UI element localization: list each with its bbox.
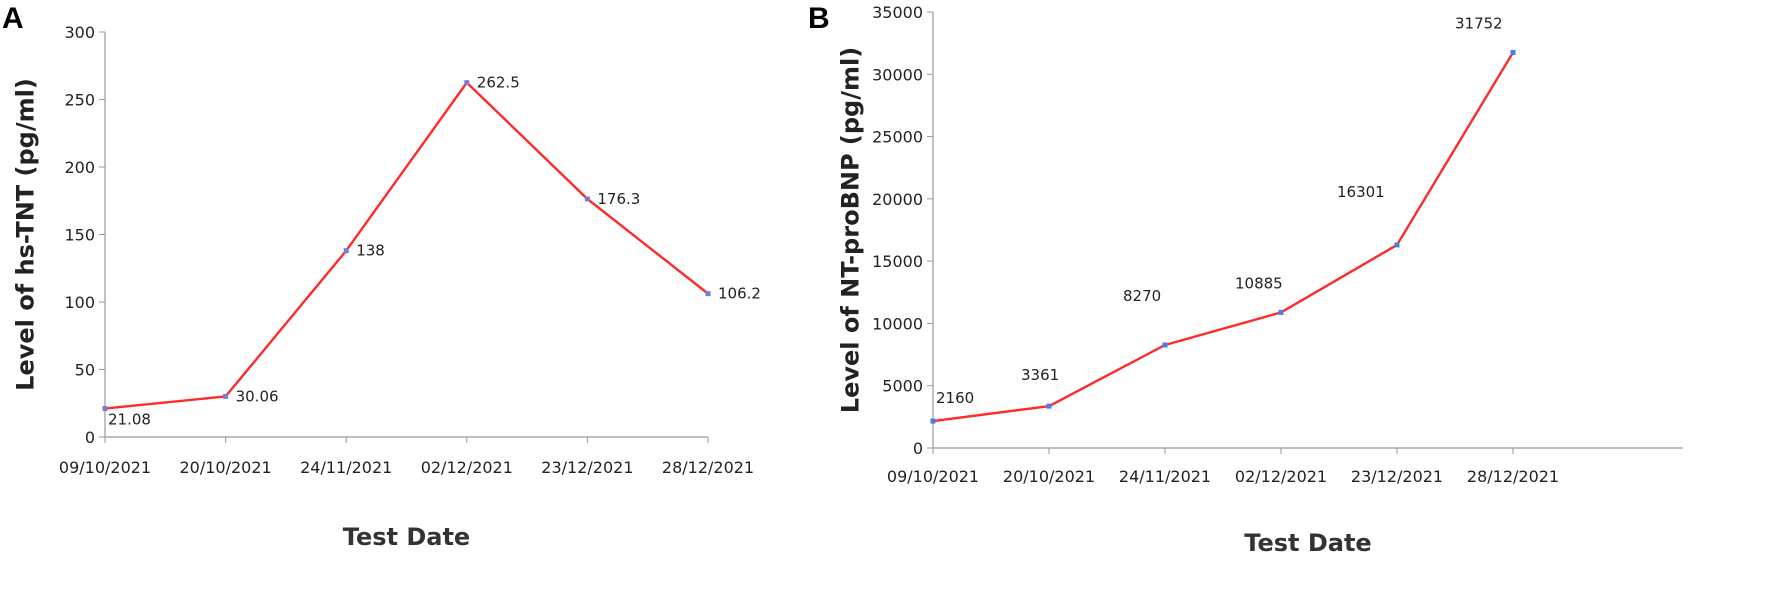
y-axis-title: Level of hs-TNT (pg/ml) xyxy=(11,78,39,391)
data-point-marker xyxy=(1046,403,1052,409)
y-tick-label: 15000 xyxy=(872,252,923,271)
y-tick-label: 5000 xyxy=(882,377,923,396)
y-tick-label: 150 xyxy=(64,226,95,245)
x-tick-label: 02/12/2021 xyxy=(1235,467,1327,486)
data-point-marker xyxy=(102,406,108,412)
y-tick-label: 100 xyxy=(64,293,95,312)
y-tick-label: 50 xyxy=(75,361,95,380)
data-point-marker xyxy=(705,291,711,297)
x-tick-label: 24/11/2021 xyxy=(300,458,392,477)
data-label: 176.3 xyxy=(597,190,640,208)
x-tick-label: 02/12/2021 xyxy=(421,458,513,477)
data-point-marker xyxy=(464,80,470,86)
data-label: 262.5 xyxy=(477,74,520,92)
y-tick-label: 10000 xyxy=(872,314,923,333)
chart-panel-a: A 0 50 100 150 200 250 300 09/10/2021 20/10/2021… xyxy=(0,0,830,591)
y-tick-label: 250 xyxy=(64,91,95,110)
panel-letter-b: B xyxy=(808,2,830,35)
data-label: 8270 xyxy=(1123,287,1161,305)
data-point-marker xyxy=(1510,49,1516,55)
nt-probnp-line-chart: 0 5000 10000 15000 20000 25000 30000 35000 09/10… xyxy=(836,3,1683,557)
data-label: 16301 xyxy=(1337,183,1385,201)
x-tick-label: 23/12/2021 xyxy=(541,458,633,477)
data-point-marker xyxy=(1278,309,1284,315)
series-line xyxy=(104,81,709,410)
data-label: 3361 xyxy=(1021,366,1059,384)
data-label: 31752 xyxy=(1455,14,1503,32)
y-tick-label: 35000 xyxy=(872,3,923,22)
y-tick-label: 300 xyxy=(64,23,95,42)
data-label: 21.08 xyxy=(108,411,151,429)
y-axis-title: Level of NT-proBNP (pg/ml) xyxy=(836,47,864,413)
x-tick-label: 20/10/2021 xyxy=(179,458,271,477)
x-axis-title: Test Date xyxy=(343,523,470,551)
data-point-marker xyxy=(1162,342,1168,348)
data-label: 30.06 xyxy=(236,387,279,405)
data-point-marker xyxy=(1394,242,1400,248)
x-tick-label: 28/12/2021 xyxy=(662,458,754,477)
x-axis-title: Test Date xyxy=(1244,529,1371,557)
data-label: 2160 xyxy=(936,389,974,407)
x-tick-label: 20/10/2021 xyxy=(1003,467,1095,486)
y-tick-label: 30000 xyxy=(872,65,923,84)
y-tick-label: 25000 xyxy=(872,128,923,147)
y-tick-label: 20000 xyxy=(872,190,923,209)
x-tick-label: 09/10/2021 xyxy=(59,458,151,477)
data-point-marker xyxy=(584,196,590,202)
data-point-marker xyxy=(930,418,936,424)
y-tick-label: 200 xyxy=(64,158,95,177)
x-tick-label: 09/10/2021 xyxy=(887,467,979,486)
y-tick-label: 0 xyxy=(85,428,95,447)
y-tick-label: 0 xyxy=(913,439,923,458)
hs-tnt-line-chart: 0 50 100 150 200 250 300 09/10/2021 20/10/2021 24… xyxy=(11,23,761,551)
chart-panel-b: B 0 5000 10000 15000 20000 25000 30000 35000 09/… xyxy=(808,0,1772,591)
data-label: 138 xyxy=(356,242,385,260)
panel-letter-a: A xyxy=(2,2,24,35)
x-tick-label: 23/12/2021 xyxy=(1351,467,1443,486)
data-label: 106.2 xyxy=(718,285,761,303)
data-point-marker xyxy=(343,248,349,254)
data-label: 10885 xyxy=(1235,274,1283,292)
data-point-marker xyxy=(223,393,229,399)
series-line xyxy=(932,51,1515,423)
x-tick-label: 28/12/2021 xyxy=(1467,467,1559,486)
x-tick-label: 24/11/2021 xyxy=(1119,467,1211,486)
